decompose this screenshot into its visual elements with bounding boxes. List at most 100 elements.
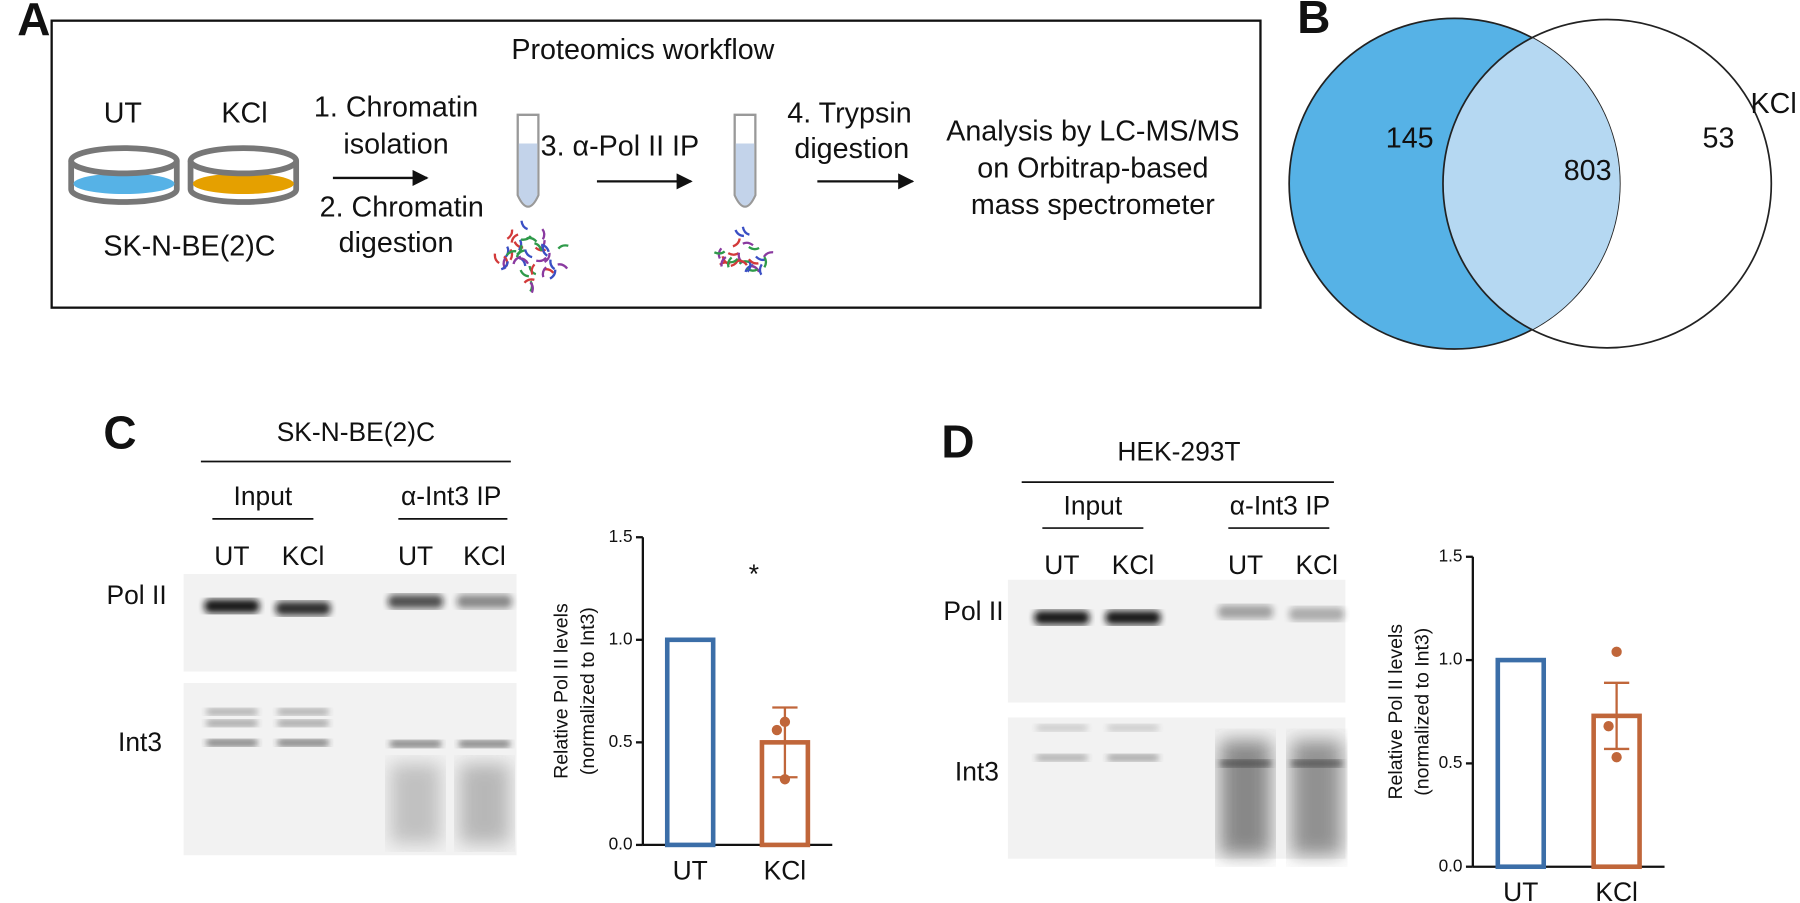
fragment: [720, 256, 727, 267]
y-tick-label: 1.0: [1439, 649, 1463, 669]
blot-group: Input: [234, 481, 293, 511]
fragment: [541, 246, 548, 257]
step-text: isolation: [343, 128, 448, 160]
step-text: 2. Chromatin: [320, 192, 484, 224]
fragment: [509, 248, 514, 261]
fragment: [750, 264, 761, 273]
fragment: [557, 244, 569, 250]
blot-band: [1034, 610, 1090, 625]
fragment: [557, 263, 569, 270]
fragment: [504, 246, 510, 258]
fragment: [732, 238, 741, 248]
y-axis-label: Relative Pol II levels: [551, 603, 573, 779]
c-lines: [200, 460, 1334, 529]
blot-membrane: [1007, 717, 1346, 859]
fragment: [505, 250, 517, 257]
fragment: [549, 259, 556, 271]
fragment: [746, 261, 752, 273]
tubes: [516, 113, 757, 208]
blot-band: [206, 708, 258, 716]
lane-label: UT: [214, 541, 249, 571]
fragment: [524, 249, 533, 259]
fragment: [713, 250, 726, 255]
y-axis-label: Relative Pol II levels: [1385, 624, 1407, 800]
fragment: [520, 235, 532, 241]
y-tick-label: 0.5: [609, 731, 633, 751]
culture-dishes: [68, 145, 300, 205]
fragment: [726, 256, 733, 268]
y-axis-label: (normalized to Int3): [1412, 628, 1434, 796]
condition-label: KCl: [221, 97, 267, 129]
blot-row-label: Int3: [118, 727, 162, 757]
y-tick-label: 0.0: [609, 833, 633, 853]
lane-label: UT: [1228, 550, 1263, 580]
analysis-text: mass spectrometer: [971, 189, 1215, 221]
step-text: 1. Chromatin: [314, 92, 478, 124]
fragment: [523, 278, 535, 284]
blot-smear: [459, 763, 510, 844]
blot-band: [1036, 724, 1088, 732]
lane-label: KCl: [1295, 550, 1338, 580]
fragment: [534, 242, 543, 252]
blot-band: [206, 739, 258, 747]
fragment: [519, 257, 529, 265]
fragment: [510, 233, 519, 243]
lane-label: KCl: [282, 541, 325, 571]
fragment: [519, 269, 529, 278]
venn-count: 145: [1386, 123, 1434, 155]
lane-label: UT: [398, 541, 433, 571]
fragment: [541, 266, 547, 278]
y-tick-label: 1.5: [609, 526, 633, 546]
data-point: [779, 774, 791, 785]
blot-band: [1289, 607, 1345, 622]
fragment: [515, 249, 526, 258]
fragment: [540, 243, 550, 253]
fragment: [518, 239, 523, 251]
data-point: [1603, 721, 1614, 732]
panel-label: A: [17, 0, 50, 45]
fragment: [543, 252, 551, 263]
arrows: [332, 169, 915, 190]
blot-group: α-Int3 IP: [1230, 490, 1330, 520]
blot-band: [275, 601, 331, 616]
blot-band: [388, 594, 444, 609]
step-text: digestion: [339, 227, 454, 259]
blot-band: [277, 719, 329, 727]
lane-label: UT: [1044, 550, 1079, 580]
condition-label: UT: [104, 97, 142, 129]
step-text: 3. α-Pol II IP: [541, 131, 699, 163]
y-tick-label: 0.0: [1439, 855, 1463, 875]
chromatin-fragments: [493, 220, 774, 294]
data-point: [1611, 752, 1622, 763]
fragment: [493, 253, 500, 265]
error-bar: [1603, 681, 1630, 751]
x-tick-label: UT: [1503, 877, 1538, 903]
blot-band: [1036, 754, 1088, 762]
fragment: [734, 229, 744, 238]
blot-band: [204, 599, 260, 614]
blot-cell-line: HEK-293T: [1117, 436, 1240, 466]
fragment: [541, 228, 546, 240]
blot-smear: [1291, 740, 1342, 856]
y-tick-label: 1.0: [609, 628, 633, 648]
blot-group: Input: [1064, 490, 1123, 520]
venn-diagram: [1288, 17, 1773, 350]
fragment: [500, 261, 509, 271]
venn-count: 803: [1564, 155, 1612, 187]
panel-label: C: [103, 406, 136, 458]
fragment: [535, 256, 548, 263]
cell-line: SK-N-BE(2)C: [103, 231, 275, 263]
fragment: [530, 263, 536, 275]
analysis-text: on Orbitrap-based: [977, 152, 1208, 184]
y-axis-label: (normalized to Int3): [577, 607, 599, 775]
panel-label: D: [941, 416, 974, 468]
analysis-text: Analysis by LC-MS/MS: [946, 116, 1239, 148]
fragment: [549, 269, 557, 280]
bar: [1495, 657, 1547, 870]
x-tick-label: UT: [673, 855, 708, 885]
workflow-box: [50, 19, 1262, 309]
blot-band: [277, 739, 329, 747]
fragment: [758, 263, 763, 276]
blot-band: [206, 719, 258, 727]
